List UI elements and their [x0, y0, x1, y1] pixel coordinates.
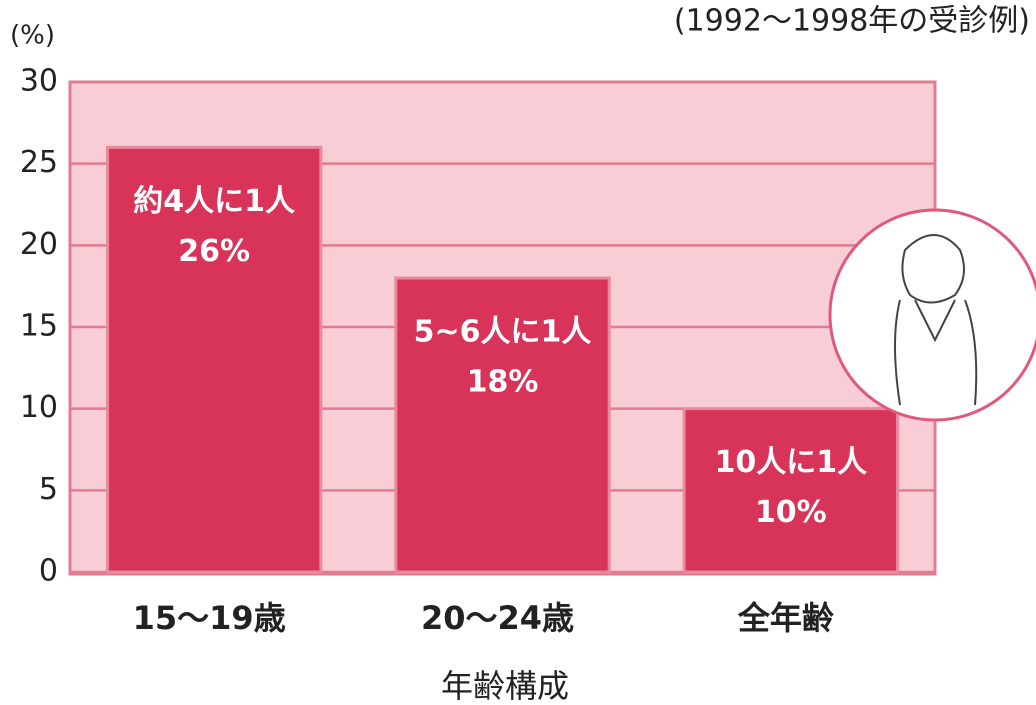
illustration [830, 210, 1036, 420]
y-tick-label: 0 [39, 554, 58, 589]
y-tick-label: 30 [20, 64, 58, 99]
y-tick-label: 25 [20, 145, 58, 180]
chart: 約4人に1人 26% 5~6人に1人 18% 10人に1人 10% (1992～1998年… [0, 0, 1036, 705]
x-tick-label: 20～24歳 [421, 599, 574, 637]
y-axis-label: (%) [10, 21, 55, 51]
y-tick-label: 5 [39, 472, 58, 507]
chart-subtitle: (1992～1998年の受診例) [674, 4, 1030, 39]
y-tick-label: 20 [20, 227, 58, 262]
value-label: 26% [178, 234, 250, 269]
bar [684, 409, 897, 572]
bar-annotation: 10人に1人 [715, 445, 868, 480]
y-tick-label: 15 [20, 309, 58, 344]
x-tick-label: 全年齢 [737, 599, 834, 637]
value-label: 10% [755, 495, 827, 530]
illustration-circle [830, 210, 1036, 420]
y-tick-label: 10 [20, 390, 58, 425]
value-label: 18% [467, 365, 539, 400]
x-tick-label: 15～19歳 [133, 599, 286, 637]
bar-annotation: 5~6人に1人 [414, 315, 592, 350]
bar-annotation: 約4人に1人 [133, 184, 295, 219]
x-axis-label: 年齢構成 [441, 667, 569, 705]
